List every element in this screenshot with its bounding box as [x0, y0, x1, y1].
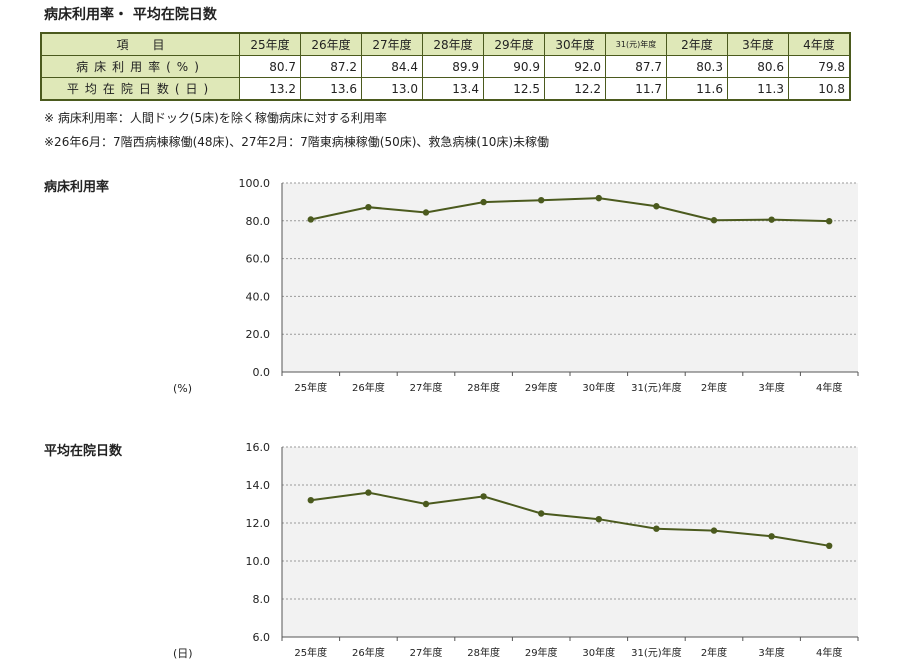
x-tick-label: 29年度	[525, 381, 558, 394]
x-tick-label: 2年度	[701, 646, 727, 659]
data-point	[307, 216, 314, 223]
y-tick-label: 14.0	[246, 479, 271, 492]
table-cell: 87.2	[300, 55, 362, 78]
data-point	[422, 500, 430, 508]
table-cell: 13.6	[300, 77, 362, 101]
data-point	[826, 217, 833, 225]
table-row: 病床利用率(%) 80.7 87.2 84.4 89.9 90.9 92.0 8…	[40, 55, 851, 78]
data-point	[768, 533, 775, 540]
y-tick-label: 8.0	[253, 593, 271, 606]
data-point	[710, 527, 718, 534]
table-cell: 11.7	[605, 77, 667, 101]
y-tick-label: 6.0	[253, 631, 271, 644]
table-cell: 11.3	[727, 77, 789, 101]
data-point	[422, 209, 430, 216]
table-cell: 90.9	[483, 55, 545, 78]
note-bed-utilization: ※ 病床利用率：人間ドック(5床)を除く稼働病床に対する利用率	[44, 111, 387, 125]
data-point	[538, 196, 545, 204]
data-point	[595, 194, 602, 202]
x-tick-label: 3年度	[758, 646, 784, 659]
data-point	[595, 516, 602, 523]
x-tick-label: 26年度	[352, 646, 385, 659]
x-tick-label: 27年度	[410, 646, 443, 659]
series-line	[310, 197, 830, 223]
y-tick-label: 16.0	[246, 441, 271, 454]
y-unit-label: (%)	[173, 382, 193, 395]
x-tick-label: 31(元)年度	[631, 646, 682, 659]
chart-title-bed-utilization: 病床利用率	[44, 180, 110, 195]
x-tick-label: 25年度	[294, 381, 327, 394]
x-tick-label: 4年度	[816, 381, 842, 394]
x-tick-label: 4年度	[816, 646, 842, 659]
y-tick-label: 80.0	[246, 215, 271, 228]
data-point	[538, 510, 545, 517]
table-cell: 87.7	[605, 55, 667, 78]
column-header: 31(元)年度	[605, 32, 667, 56]
table-cell: 79.8	[788, 55, 851, 78]
y-tick-label: 40.0	[246, 290, 271, 303]
y-tick-label: 100.0	[239, 177, 271, 190]
x-tick-label: 25年度	[294, 646, 327, 659]
stats-table: 項 目 25年度 26年度 27年度 28年度 29年度 30年度 31(元)年…	[40, 32, 851, 101]
table-cell: 13.2	[239, 77, 301, 101]
plot-area	[282, 183, 858, 372]
note-ward-operation: ※26年6月：7階西病棟稼働(48床)、27年2月：7階東病棟稼働(50床)、救…	[44, 135, 550, 149]
x-tick-label: 31(元)年度	[631, 381, 682, 394]
data-point	[826, 542, 833, 549]
data-point	[653, 203, 660, 210]
y-tick-label: 12.0	[246, 517, 271, 530]
x-tick-label: 27年度	[410, 381, 443, 394]
table-cell: 13.4	[422, 77, 484, 101]
table-cell: 11.6	[666, 77, 728, 101]
data-point	[768, 216, 775, 223]
data-point	[365, 489, 372, 496]
x-tick-label: 30年度	[582, 381, 615, 394]
x-tick-label: 26年度	[352, 381, 385, 394]
table-cell: 89.9	[422, 55, 484, 78]
y-tick-label: 20.0	[246, 328, 271, 341]
column-header: 29年度	[483, 32, 545, 56]
x-tick-label: 3年度	[758, 381, 784, 394]
table-cell: 10.8	[788, 77, 851, 101]
x-tick-label: 2年度	[701, 381, 727, 394]
x-tick-label: 29年度	[525, 646, 558, 659]
table-cell: 12.5	[483, 77, 545, 101]
column-header: 2年度	[666, 32, 728, 56]
page-title: 病床利用率・ 平均在院日数	[44, 7, 217, 23]
column-header: 25年度	[239, 32, 301, 56]
data-point	[307, 497, 314, 504]
chart-title-average-stay: 平均在院日数	[44, 444, 123, 459]
x-tick-label: 28年度	[467, 381, 500, 394]
table-cell: 80.7	[239, 55, 301, 78]
table-cell: 92.0	[544, 55, 606, 78]
y-unit-label: (日)	[173, 647, 193, 660]
data-point	[365, 203, 372, 211]
y-tick-label: 60.0	[246, 253, 271, 266]
row-label: 平均在院日数(日)	[40, 77, 240, 101]
data-point	[480, 198, 487, 206]
table-header-row: 項 目 25年度 26年度 27年度 28年度 29年度 30年度 31(元)年…	[40, 32, 851, 56]
data-point	[653, 525, 660, 532]
column-header: 4年度	[788, 32, 851, 56]
y-tick-label: 0.0	[253, 366, 271, 379]
plot-area	[282, 447, 858, 637]
x-tick-label: 28年度	[467, 646, 500, 659]
table-row: 平均在院日数(日) 13.2 13.6 13.0 13.4 12.5 12.2 …	[40, 77, 851, 101]
row-label: 病床利用率(%)	[40, 55, 240, 78]
x-tick-label: 30年度	[582, 646, 615, 659]
data-point	[710, 217, 718, 224]
series-line	[310, 491, 830, 547]
column-header: 30年度	[544, 32, 606, 56]
data-point	[480, 493, 487, 500]
table-cell: 80.6	[727, 55, 789, 78]
y-tick-label: 10.0	[246, 555, 271, 568]
